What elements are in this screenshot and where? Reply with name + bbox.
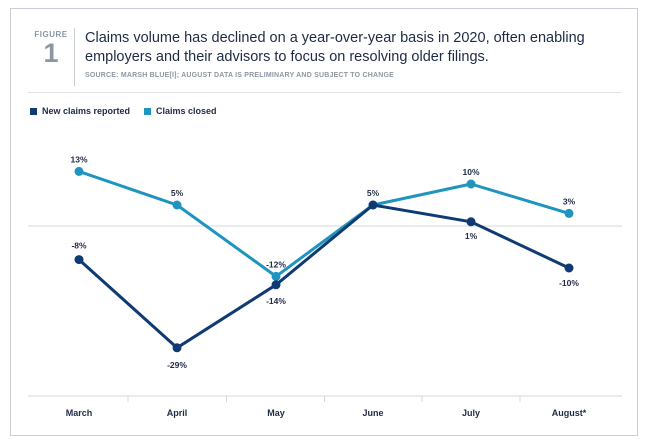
data-label-new-claims: -10% <box>559 278 579 288</box>
data-label-claims-closed: 5% <box>367 188 380 198</box>
legend-label-claims-closed: Claims closed <box>156 106 217 116</box>
header-rule <box>28 92 622 93</box>
data-label-claims-closed: 5% <box>171 188 184 198</box>
legend-swatch-new-claims <box>30 107 37 115</box>
x-tick-label: March <box>66 408 93 418</box>
data-point-new-claims <box>368 200 378 210</box>
legend: New claims reported Claims closed <box>30 106 217 116</box>
legend-swatch-claims-closed <box>144 107 152 115</box>
data-point-new-claims <box>74 255 84 265</box>
chart-source: SOURCE: MARSH BLUE[i]; AUGUST DATA IS PR… <box>85 72 394 79</box>
x-tick-label: May <box>267 408 285 418</box>
legend-item-claims-closed: Claims closed <box>144 106 217 116</box>
data-label-new-claims: -29% <box>167 360 187 370</box>
data-point-claims-closed <box>564 208 574 218</box>
x-tick-label: April <box>167 408 188 418</box>
figure-label: FIGURE <box>34 30 68 39</box>
figure-number: 1 <box>43 38 59 68</box>
data-label-new-claims: 1% <box>465 231 478 241</box>
chart-title: Claims volume has declined on a year-ove… <box>85 30 585 65</box>
x-tick-label: July <box>462 408 480 418</box>
data-point-claims-closed <box>271 271 281 281</box>
data-label-claims-closed: 13% <box>70 154 87 164</box>
data-point-claims-closed <box>172 200 182 210</box>
figure-frame <box>10 8 638 436</box>
data-point-claims-closed <box>466 179 476 189</box>
data-point-new-claims <box>172 343 182 353</box>
header-divider <box>74 28 75 86</box>
data-label-new-claims: -14% <box>266 296 286 306</box>
data-label-claims-closed: 3% <box>563 196 576 206</box>
series-line-new-claims <box>77 203 570 350</box>
legend-label-new-claims: New claims reported <box>42 106 131 116</box>
data-label-claims-closed: -12% <box>266 259 286 269</box>
data-label-new-claims: -8% <box>71 241 87 251</box>
data-label-claims-closed: 10% <box>462 167 479 177</box>
data-point-new-claims <box>271 280 281 290</box>
data-point-claims-closed <box>74 166 84 176</box>
series-line-claims-closed <box>78 169 570 278</box>
data-point-new-claims <box>466 217 476 227</box>
legend-item-new-claims: New claims reported <box>30 106 130 116</box>
x-tick-label: June <box>362 408 383 418</box>
data-point-new-claims <box>564 263 574 273</box>
x-tick-label: August* <box>552 408 587 418</box>
